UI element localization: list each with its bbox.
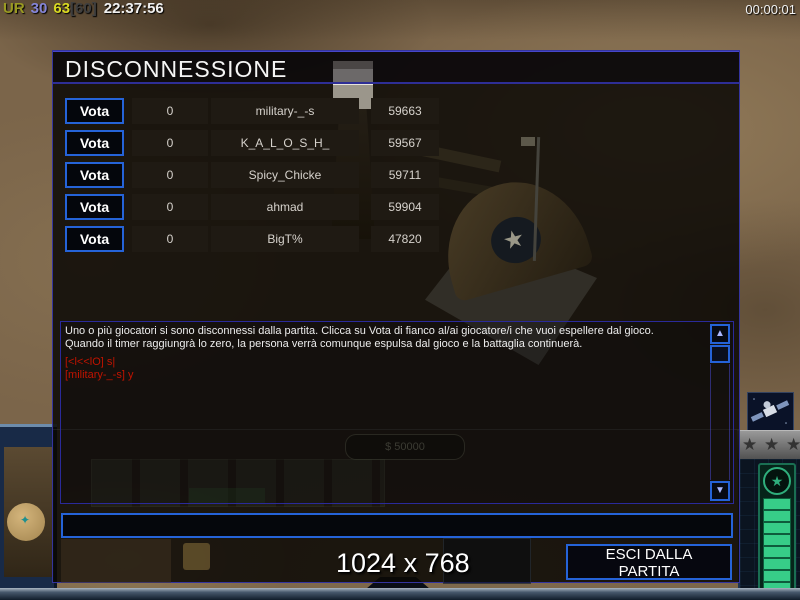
disconnect-message: Uno o più giocatori si sono disconnessi … bbox=[65, 325, 703, 382]
chat-line: [<l<<lO] s| bbox=[65, 356, 116, 368]
rank-star-icon: ★ bbox=[786, 435, 800, 454]
vote-button[interactable]: Vota bbox=[65, 98, 124, 124]
experience-bar: ★ bbox=[758, 463, 796, 599]
match-timer: 00:00:01 bbox=[745, 2, 796, 17]
bg-minimap-fragment bbox=[61, 539, 171, 583]
player-ping: 47820 bbox=[371, 226, 439, 252]
dialog-title: DISCONNESSIONE bbox=[65, 56, 288, 82]
exit-game-button[interactable]: ESCI DALLA PARTITA bbox=[566, 544, 732, 580]
scrollbar: ▲ ▼ bbox=[710, 324, 730, 501]
unit-selection-circle: ✦ bbox=[7, 503, 45, 541]
hud-value-3: [60] bbox=[70, 0, 97, 17]
rank-stars-bar: ★ ★ ★ bbox=[737, 430, 800, 460]
scrollbar-thumb[interactable] bbox=[710, 345, 730, 363]
message-line-2: Quando il timer raggiungrà lo zero, la p… bbox=[65, 338, 583, 350]
player-row: Vota 0 K_A_L_O_S_H_ 59567 bbox=[53, 130, 739, 156]
player-ping: 59567 bbox=[371, 130, 439, 156]
scrollbar-track[interactable] bbox=[710, 364, 730, 480]
resolution-label: 1024 x 768 bbox=[336, 548, 470, 578]
message-area: Uno o più giocatori si sono disconnessi … bbox=[60, 321, 734, 504]
hud-tag: UR bbox=[3, 0, 25, 17]
chat-line: [military-_-s] y bbox=[65, 369, 134, 381]
beacon-icon: ✦ bbox=[20, 513, 31, 527]
general-star-icon: ★ bbox=[763, 467, 791, 495]
player-ping: 59711 bbox=[371, 162, 439, 188]
dialog-title-bar: DISCONNESSIONE bbox=[53, 51, 739, 84]
hud-value-1: 30 bbox=[30, 0, 48, 17]
player-name: Spicy_Chicke bbox=[211, 162, 359, 188]
bg-idle-worker-button bbox=[183, 543, 210, 570]
vote-count: 0 bbox=[132, 130, 208, 156]
vote-button[interactable]: Vota bbox=[65, 130, 124, 156]
player-row: Vota 0 ahmad 59904 bbox=[53, 194, 739, 220]
player-name: ahmad bbox=[211, 194, 359, 220]
satellite-cameo[interactable] bbox=[747, 392, 794, 434]
player-name: military-_-s bbox=[211, 98, 359, 124]
player-name: BigT% bbox=[211, 226, 359, 252]
chat-input[interactable] bbox=[61, 513, 733, 538]
vote-button[interactable]: Vota bbox=[65, 194, 124, 220]
controlbar-bottom-edge bbox=[0, 588, 800, 600]
player-name: K_A_L_O_S_H_ bbox=[211, 130, 359, 156]
scroll-down-icon[interactable]: ▼ bbox=[710, 481, 730, 501]
disconnect-dialog: ★ $ 50000 DISCONNESSIONE Vota 0 military… bbox=[52, 50, 740, 584]
rank-star-icon: ★ bbox=[764, 435, 780, 454]
hud-value-2: 63 bbox=[53, 0, 71, 17]
vote-count: 0 bbox=[132, 98, 208, 124]
hud-clock: 22:37:56 bbox=[103, 0, 164, 17]
controlbar-right-panel: ★ bbox=[738, 459, 800, 600]
vote-button[interactable]: Vota bbox=[65, 226, 124, 252]
player-row: Vota 0 military-_-s 59663 bbox=[53, 98, 739, 124]
vote-count: 0 bbox=[132, 226, 208, 252]
vote-count: 0 bbox=[132, 162, 208, 188]
message-line-1: Uno o più giocatori si sono disconnessi … bbox=[65, 325, 654, 337]
player-row: Vota 0 BigT% 47820 bbox=[53, 226, 739, 252]
vote-button[interactable]: Vota bbox=[65, 162, 124, 188]
player-ping: 59904 bbox=[371, 194, 439, 220]
satellite-icon bbox=[750, 398, 790, 424]
rank-star-icon: ★ bbox=[742, 435, 758, 454]
connection-status-readout: UR 30 63[60] 22:37:56 bbox=[3, 0, 164, 17]
player-row: Vota 0 Spicy_Chicke 59711 bbox=[53, 162, 739, 188]
player-ping: 59663 bbox=[371, 98, 439, 124]
controlbar-left-frame: ✦ bbox=[0, 424, 57, 600]
scroll-up-icon[interactable]: ▲ bbox=[710, 324, 730, 344]
experience-segments bbox=[763, 498, 791, 594]
vote-count: 0 bbox=[132, 194, 208, 220]
